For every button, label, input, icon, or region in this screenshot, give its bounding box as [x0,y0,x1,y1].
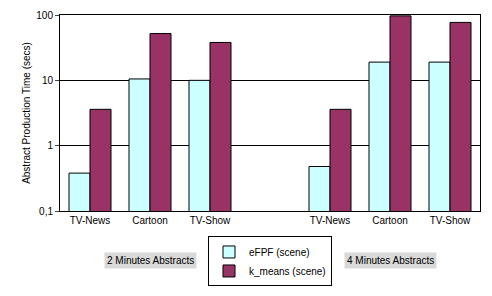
svg-text:k_means (scene): k_means (scene) [249,266,326,277]
svg-text:Cartoon: Cartoon [372,215,408,226]
svg-text:2 Minutes Abstracts: 2 Minutes Abstracts [107,255,194,266]
svg-text:TV-News: TV-News [310,215,351,226]
svg-text:0,1: 0,1 [39,206,53,217]
svg-text:TV-Show: TV-Show [430,215,471,226]
svg-text:10: 10 [42,75,54,86]
svg-text:4 Minutes Abstracts: 4 Minutes Abstracts [347,255,434,266]
svg-text:eFPF (scene): eFPF (scene) [249,247,310,258]
svg-text:100: 100 [36,10,53,21]
svg-text:1: 1 [47,140,53,151]
svg-text:TV-News: TV-News [70,215,111,226]
svg-text:Abstract Production Time (secs: Abstract Production Time (secs) [21,42,32,184]
svg-text:TV-Show: TV-Show [190,215,231,226]
svg-text:Cartoon: Cartoon [132,215,168,226]
